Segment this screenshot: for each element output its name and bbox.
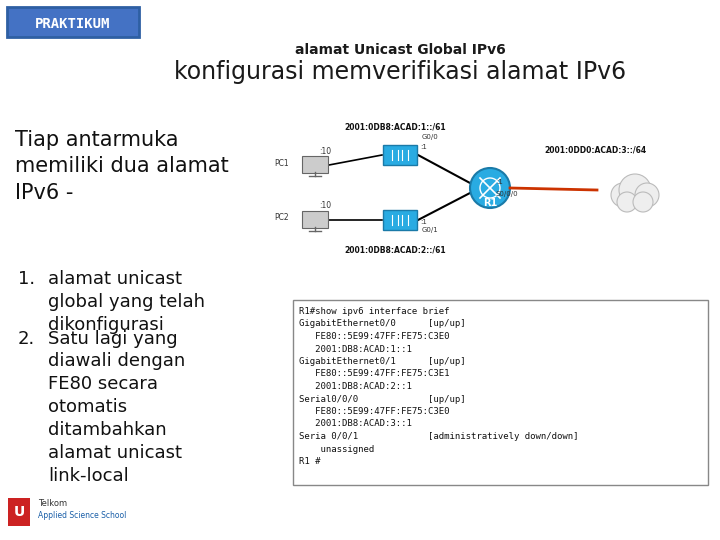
Text: PRAKTIKUM: PRAKTIKUM bbox=[35, 17, 111, 31]
Bar bbox=[293, 300, 708, 485]
Circle shape bbox=[470, 168, 510, 208]
Text: PC2: PC2 bbox=[274, 213, 289, 222]
Text: alamat unicast
global yang telah
dikonfigurasi: alamat unicast global yang telah dikonfi… bbox=[48, 270, 205, 334]
Text: R1: R1 bbox=[483, 198, 497, 208]
Text: 2001:0DB8:ACAD:2::/61: 2001:0DB8:ACAD:2::/61 bbox=[344, 246, 446, 254]
Text: konfigurasi memverifikasi alamat IPv6: konfigurasi memverifikasi alamat IPv6 bbox=[174, 60, 626, 84]
Text: Telkom: Telkom bbox=[38, 500, 67, 509]
FancyBboxPatch shape bbox=[383, 145, 417, 165]
Text: 1.: 1. bbox=[18, 270, 35, 288]
Text: Satu lagi yang
diawali dengan
FE80 secara
otomatis
ditambahkan
alamat unicast
li: Satu lagi yang diawali dengan FE80 secar… bbox=[48, 329, 185, 485]
FancyBboxPatch shape bbox=[302, 211, 328, 228]
FancyBboxPatch shape bbox=[7, 7, 139, 37]
FancyBboxPatch shape bbox=[302, 156, 328, 173]
Text: U: U bbox=[14, 505, 24, 519]
Text: Tiap antarmuka
memiliki dua alamat
IPv6 -: Tiap antarmuka memiliki dua alamat IPv6 … bbox=[15, 130, 229, 203]
Text: :10: :10 bbox=[319, 146, 331, 156]
Text: R1#show ipv6 interface brief
GigabitEthernet0/0      [up/up]
   FE80::5E99:47FF:: R1#show ipv6 interface brief GigabitEthe… bbox=[299, 307, 578, 466]
Text: :1: :1 bbox=[496, 179, 503, 185]
Text: 2001:0DD0:ACAD:3::/64: 2001:0DD0:ACAD:3::/64 bbox=[544, 145, 646, 154]
Circle shape bbox=[619, 174, 651, 206]
Text: 2001:0DB8:ACAD:1::/61: 2001:0DB8:ACAD:1::/61 bbox=[344, 123, 446, 132]
Bar bbox=[8, 498, 30, 526]
Circle shape bbox=[635, 183, 659, 207]
Text: PC1: PC1 bbox=[274, 159, 289, 167]
Text: :1: :1 bbox=[420, 144, 427, 150]
Text: G0/1: G0/1 bbox=[422, 227, 438, 233]
Text: 2.: 2. bbox=[18, 329, 35, 348]
FancyBboxPatch shape bbox=[383, 210, 417, 230]
Text: :10: :10 bbox=[319, 201, 331, 211]
Circle shape bbox=[617, 192, 637, 212]
Text: Applied Science School: Applied Science School bbox=[38, 511, 127, 521]
Circle shape bbox=[633, 192, 653, 212]
Text: S0/0/0: S0/0/0 bbox=[496, 191, 518, 197]
Text: alamat Unicast Global IPv6: alamat Unicast Global IPv6 bbox=[294, 43, 505, 57]
Text: :1: :1 bbox=[420, 219, 427, 225]
Text: G0/0: G0/0 bbox=[422, 134, 438, 140]
Circle shape bbox=[611, 183, 635, 207]
